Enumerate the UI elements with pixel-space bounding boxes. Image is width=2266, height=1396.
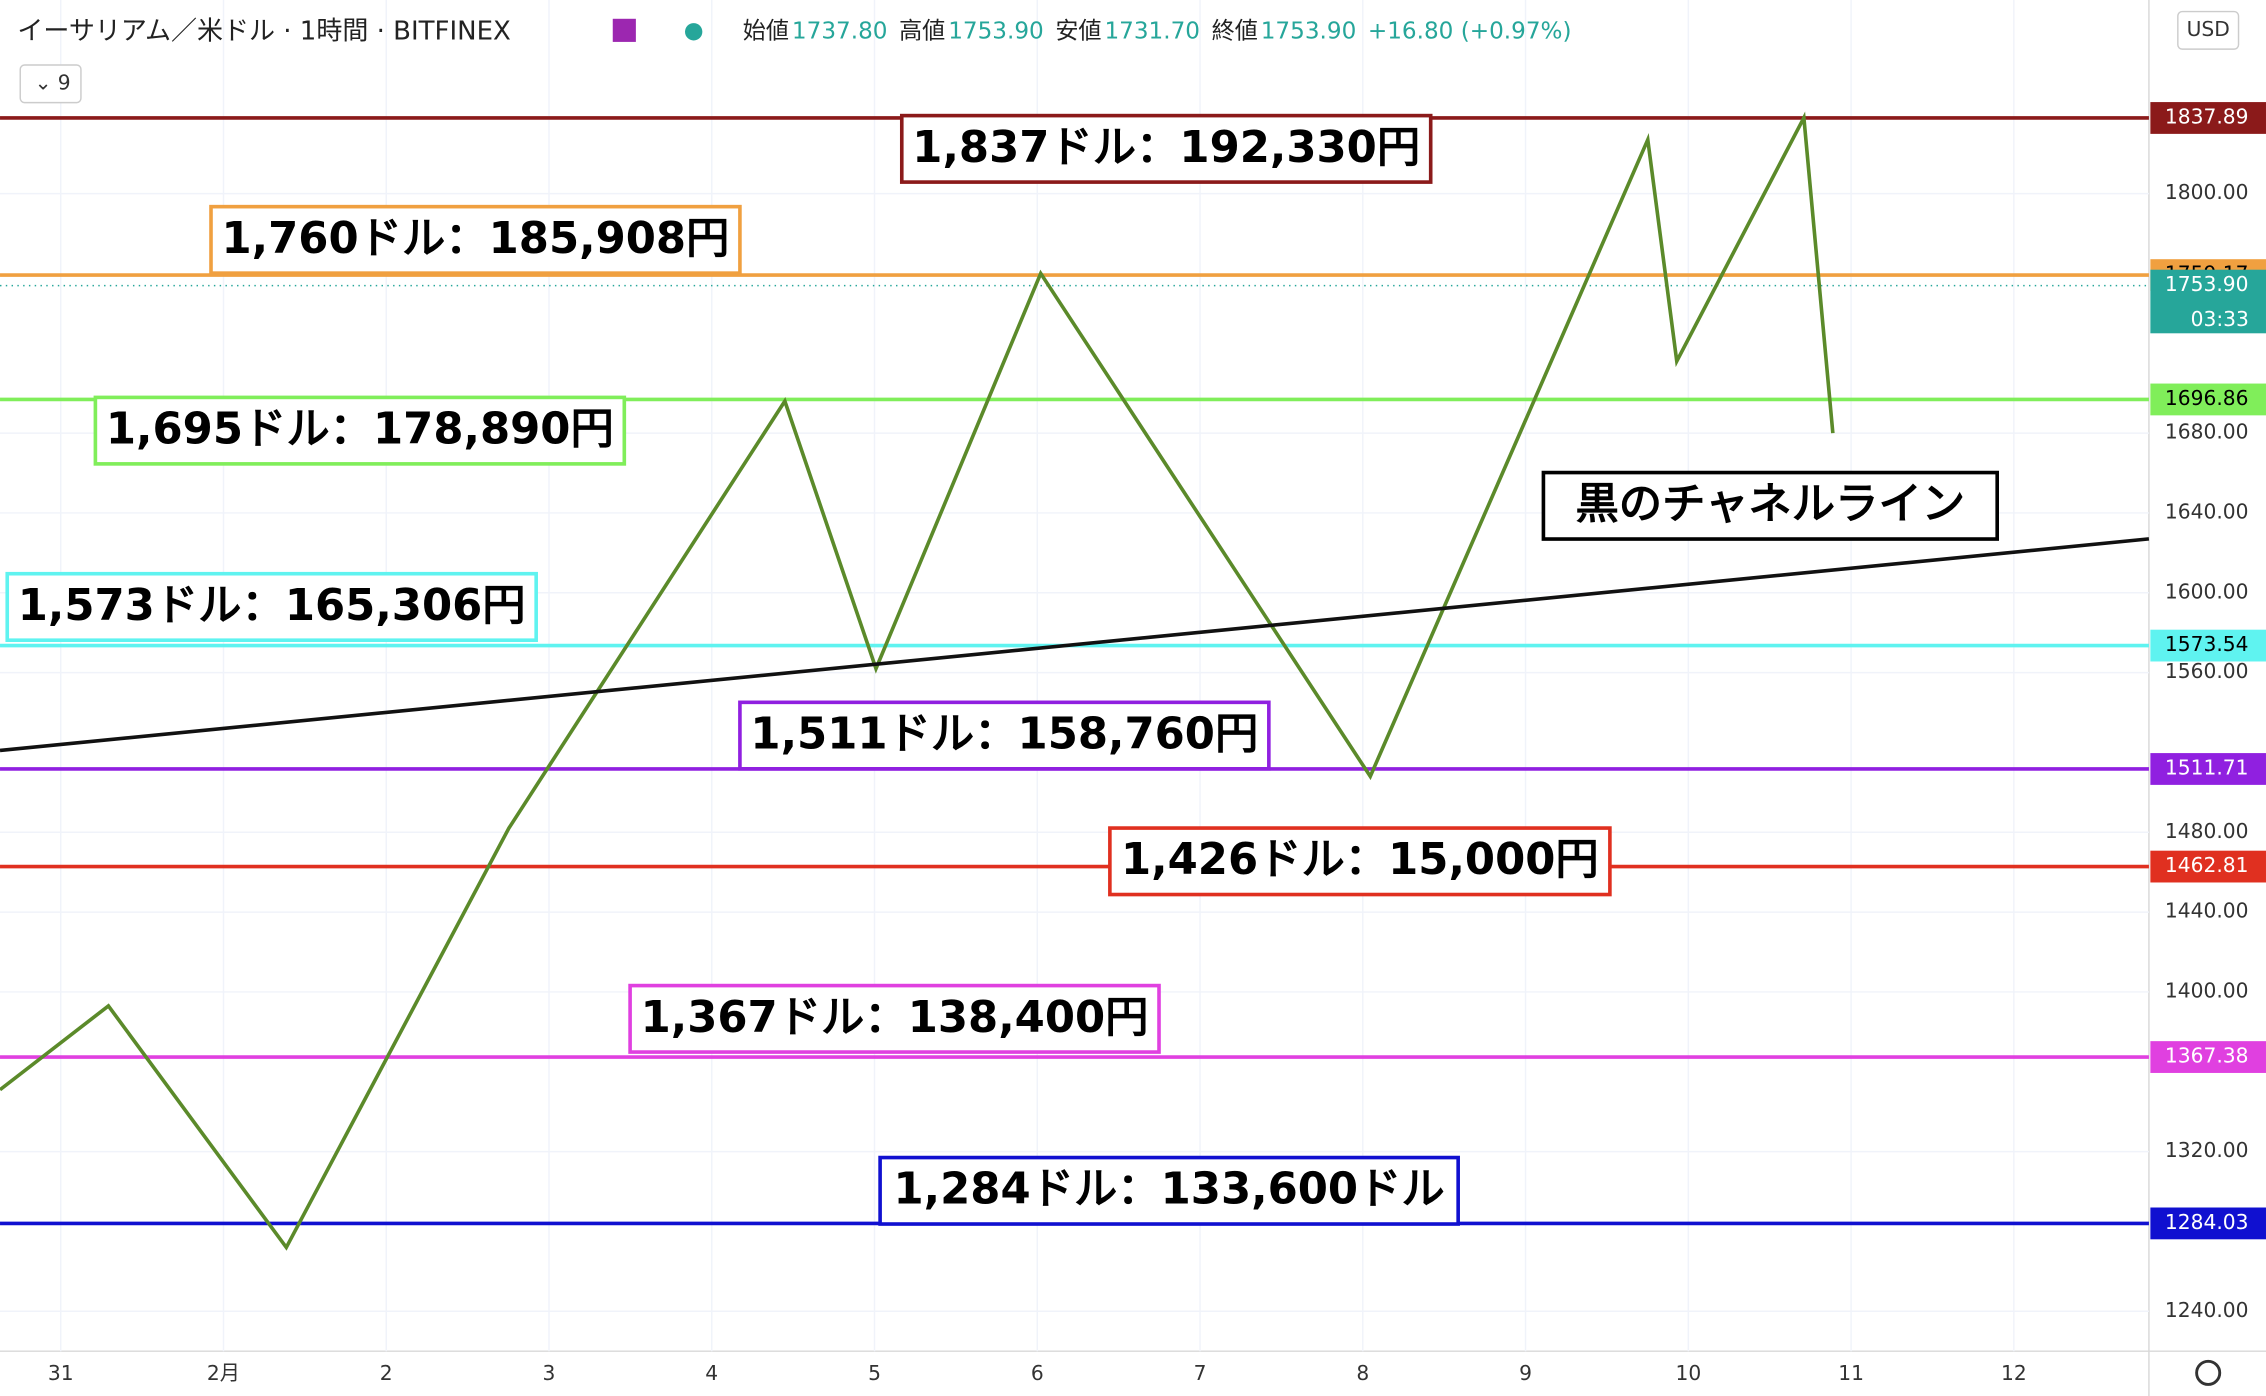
annotation-text: 1,695ドル：178,890円 <box>106 405 614 455</box>
annotation-box <box>93 395 627 466</box>
y-tick-label: 1800.00 <box>2165 180 2249 204</box>
annotation-text: 1,573ドル：165,306円 <box>18 581 526 631</box>
zigzag-line <box>0 111 1835 1251</box>
annotation-text: 1,284ドル：133,600ドル <box>894 1165 1445 1215</box>
change: +16.80 (+0.97%) <box>1368 18 1572 44</box>
annotation-box <box>628 983 1161 1054</box>
level-label: 1696.86 <box>2165 386 2249 410</box>
x-tick-label: 3 <box>543 1361 556 1385</box>
annotation-box <box>5 571 538 643</box>
level-tag <box>2150 102 2266 134</box>
last-price-label: 1753.90 <box>2165 272 2249 296</box>
symbol-title: イーサリアム／米ドル · 1時間 · BITFINEX <box>17 16 511 46</box>
level-tag <box>2150 753 2266 785</box>
y-tick-label: 1320.00 <box>2165 1138 2249 1162</box>
indicator-chevron: ⌄ <box>35 70 52 94</box>
currency-button[interactable] <box>2177 10 2240 50</box>
level-label: 1462.81 <box>2165 853 2249 877</box>
channel-label: 黒のチャネルライン <box>1575 480 1965 530</box>
level-tag <box>2150 850 2266 883</box>
level-label: 1573.54 <box>2165 632 2249 656</box>
ohlc-label: 始値 <box>743 18 789 44</box>
ohlc-label: 終値 <box>1212 18 1258 44</box>
annotation-box <box>878 1155 1460 1226</box>
level-tag <box>2150 1041 2266 1073</box>
y-tick-label: 1400.00 <box>2165 978 2249 1002</box>
annotation-text: 1,426ドル：15,000円 <box>1121 835 1599 885</box>
annotations: 1,837ドル：192,330円 1,760ドル：185,908円 1,695ドル：… <box>5 113 1999 1226</box>
ohlc-label: 高値 <box>899 18 945 44</box>
y-tick-label: 1680.00 <box>2165 420 2249 444</box>
annotation-box <box>738 700 1271 771</box>
last-price-tag <box>2150 269 2266 334</box>
annotation-text: 1,367ドル：138,400円 <box>641 993 1149 1043</box>
x-tick-label: 5 <box>868 1361 881 1385</box>
ohlc-value: 1737.80 <box>792 18 888 44</box>
countdown: 03:33 <box>2191 307 2249 331</box>
x-tick-label: 31 <box>48 1361 74 1385</box>
status-dot <box>685 23 703 41</box>
ohlc-label: 安値 <box>1055 18 1101 44</box>
x-tick-label: 2月 <box>207 1361 240 1385</box>
annotation-box <box>899 113 1433 184</box>
ohlc-value: 1753.90 <box>948 18 1044 44</box>
y-tick-label: 1600.00 <box>2165 579 2249 603</box>
x-tick-label: 10 <box>1675 1361 1701 1385</box>
ohlc-value: 1753.90 <box>1261 18 1357 44</box>
channel-line <box>0 537 2150 753</box>
y-tick-label: 1560.00 <box>2165 659 2249 683</box>
level-label: 1284.03 <box>2165 1210 2249 1234</box>
annotation-text: 1,760ドル：185,908円 <box>222 214 730 264</box>
x-tick-label: 9 <box>1519 1361 1532 1385</box>
axes: 1240.00 1320.00 1400.00 1440.00 1480.00 1560.… <box>48 102 2266 1385</box>
annotation-text: 1,837ドル：192,330円 <box>912 123 1420 173</box>
x-tick-label: 7 <box>1194 1361 1207 1385</box>
header: イーサリアム／米ドル · 1時間 · BITFINEX ⌄ 9 USD 始値 17… <box>17 10 2240 1386</box>
x-tick-label: 12 <box>2001 1361 2027 1385</box>
x-tick-label: 4 <box>705 1361 718 1385</box>
annotation-text: 1,511ドル：158,760円 <box>750 710 1258 760</box>
annotation-box <box>1108 826 1612 897</box>
ohlc-value: 1731.70 <box>1104 18 1200 44</box>
level-tag <box>2150 1207 2266 1240</box>
x-tick-label: 11 <box>1838 1361 1864 1385</box>
channel-label-box <box>1541 470 1999 541</box>
level-label: 1511.71 <box>2165 755 2249 779</box>
indicator-count: 9 <box>58 70 71 94</box>
level-label: 1837.89 <box>2165 104 2249 128</box>
settings-icon[interactable] <box>2195 1359 2222 1386</box>
annotation-box <box>209 204 742 275</box>
y-tick-label: 1480.00 <box>2165 819 2249 843</box>
y-tick-label: 1640.00 <box>2165 499 2249 523</box>
y-tick-label: 1240.00 <box>2165 1298 2249 1322</box>
level-tag <box>2150 383 2266 416</box>
symbol-icon <box>612 18 636 42</box>
y-tick-label: 1440.00 <box>2165 899 2249 923</box>
x-tick-label: 6 <box>1031 1361 1044 1385</box>
currency: USD <box>2187 17 2230 41</box>
level-tag <box>2150 629 2266 662</box>
x-tick-label: 2 <box>380 1361 393 1385</box>
indicator-toggle[interactable] <box>19 64 82 104</box>
x-tick-label: 8 <box>1356 1361 1369 1385</box>
level-label: 1367.38 <box>2165 1044 2249 1068</box>
